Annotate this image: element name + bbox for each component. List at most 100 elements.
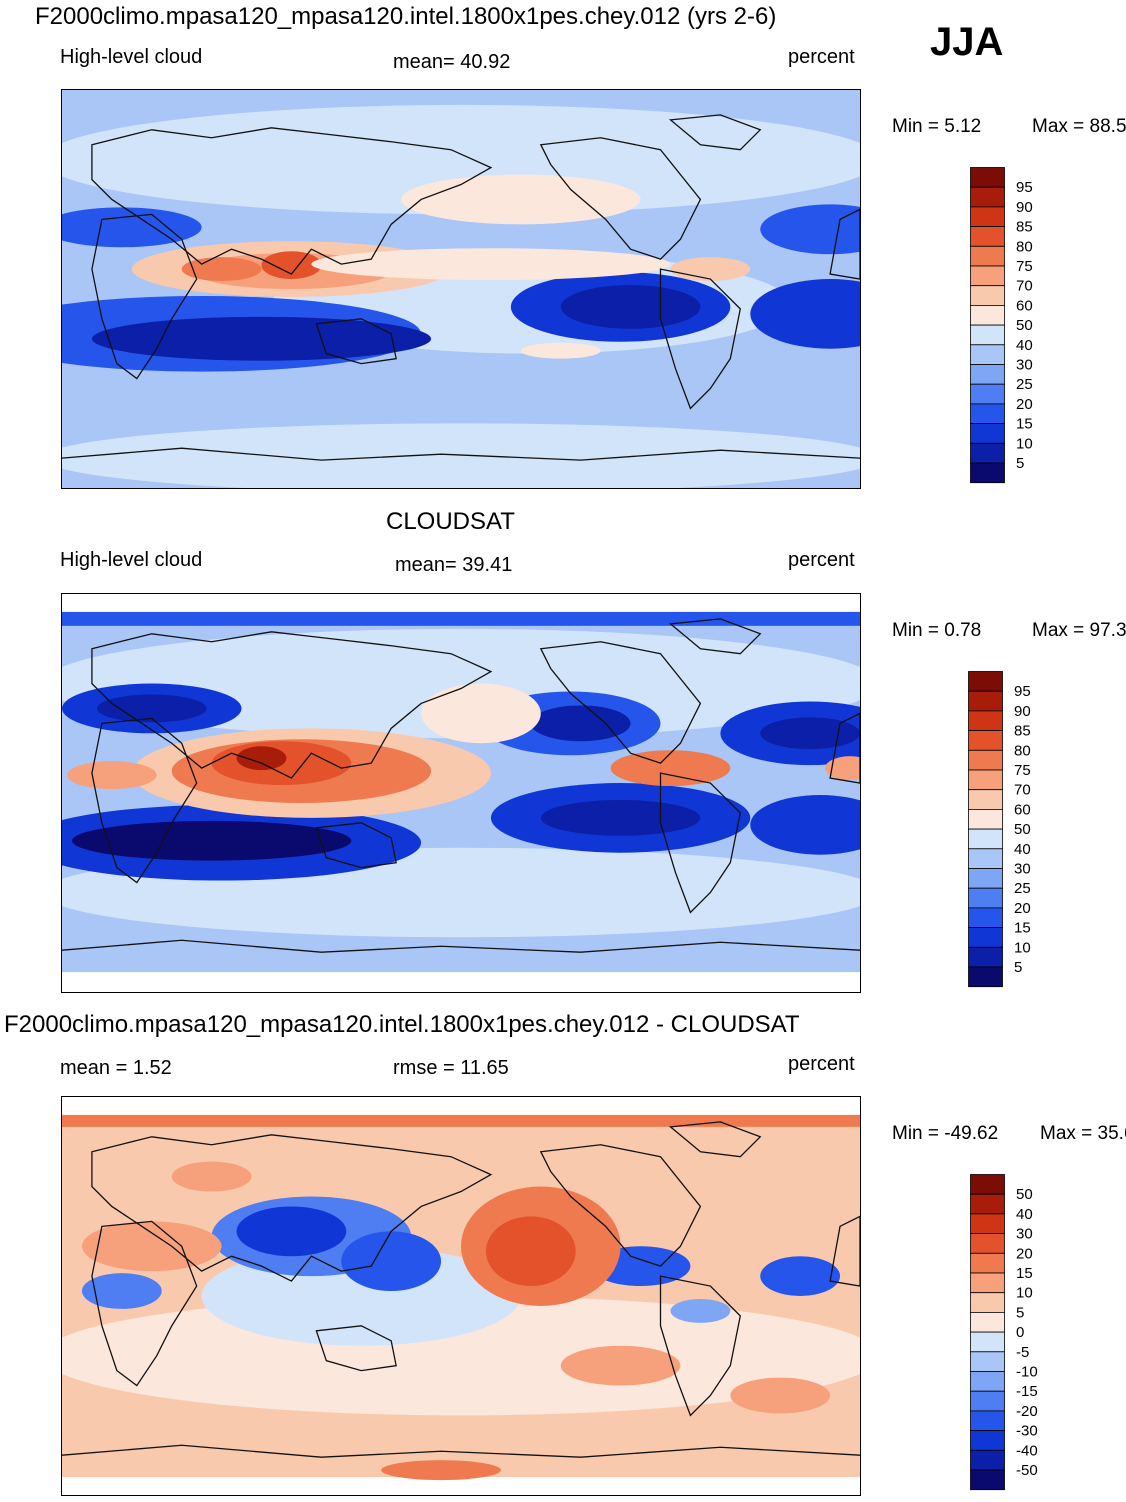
colorbar-tick-label: 10 — [1016, 1285, 1033, 1302]
colorbar-tick-label: 85 — [1014, 723, 1031, 740]
colorbar-tick-label: 5 — [1014, 959, 1022, 976]
season-label: JJA — [930, 20, 1004, 64]
colorbar-tick-label: 70 — [1014, 782, 1031, 799]
panel2-map — [61, 593, 861, 993]
colorbar-box — [970, 1292, 1005, 1313]
panel2-mean-label: mean= 39.41 — [395, 554, 513, 576]
panel1-max-text: Max = 88.56 — [1032, 116, 1126, 137]
colorbar-box — [968, 927, 1003, 948]
colorbar-tick-label: 25 — [1014, 880, 1031, 897]
panel2-units-label: percent — [788, 549, 855, 571]
colorbar-tick-label: 70 — [1016, 278, 1033, 295]
colorbar-box — [970, 226, 1005, 247]
colorbar-tick-label: 10 — [1014, 939, 1031, 956]
colorbar-tick-label: 5 — [1016, 1304, 1024, 1321]
colorbar-tick-label: 90 — [1016, 199, 1033, 216]
panel1-units-label: percent — [788, 46, 855, 68]
colorbar-tick-label: 50 — [1016, 317, 1033, 334]
colorbar-box — [970, 206, 1005, 228]
panel2-min-text: Min = 0.78 — [892, 620, 982, 641]
colorbar-tick-label: -20 — [1016, 1403, 1038, 1420]
colorbar-box — [970, 364, 1005, 385]
panel1-colorbar-svg: 95 90 85 80 75 70 60 50 40 30 25 20 15 10 5 — [970, 167, 1033, 484]
colorbar-tick-label: 40 — [1016, 337, 1033, 354]
colorbar-box — [970, 1390, 1005, 1412]
colorbar-box — [968, 710, 1003, 732]
panel2-colorbar-svg: 95 90 85 80 75 70 60 50 40 30 25 20 15 10 5 — [968, 671, 1031, 988]
colorbar-box — [970, 462, 1005, 484]
colorbar-tick-label: 85 — [1016, 219, 1033, 236]
colorbar-box — [968, 966, 1003, 988]
colorbar-tick-label: 40 — [1016, 1206, 1033, 1223]
panel3-colorbar: 50 40 30 20 15 10 5 0 -5 -10 -15 -20 -30 -40 -50 — [970, 1174, 1050, 1492]
panel3-rmse-label: rmse = 11.65 — [393, 1057, 509, 1079]
panel2-colorbar: 95 90 85 80 75 70 60 50 40 30 25 20 15 10 5 — [968, 671, 1048, 989]
colorbar-box — [970, 167, 1005, 188]
colorbar-box — [968, 789, 1003, 810]
colorbar-tick-label: 30 — [1014, 861, 1031, 878]
colorbar-tick-label: 20 — [1014, 900, 1031, 917]
colorbar-tick-label: -5 — [1016, 1344, 1029, 1361]
colorbar-tick-label: 15 — [1014, 920, 1031, 937]
colorbar-box — [970, 1233, 1005, 1254]
colorbar-tick-label: -10 — [1016, 1364, 1038, 1381]
colorbar-tick-label: 0 — [1016, 1324, 1024, 1341]
colorbar-box — [970, 245, 1005, 267]
colorbar-tick-label: 15 — [1016, 1265, 1033, 1282]
colorbar-box — [968, 907, 1003, 928]
panel2-variable-label: High-level cloud — [60, 549, 203, 571]
panel3-max-text: Max = 35.66 — [1040, 1123, 1126, 1144]
colorbar-box — [970, 1252, 1005, 1274]
colorbar-box — [968, 769, 1003, 791]
panel1-colorbar: 95 90 85 80 75 70 60 50 40 30 25 20 15 10 5 — [970, 167, 1050, 485]
colorbar-box — [970, 1449, 1005, 1471]
colorbar-box — [970, 265, 1005, 287]
colorbar-box — [970, 1213, 1005, 1235]
panel1-variable-label: High-level cloud — [60, 46, 203, 68]
colorbar-tick-label: 40 — [1014, 841, 1031, 858]
colorbar-tick-label: 75 — [1014, 762, 1031, 779]
colorbar-box — [970, 1469, 1005, 1491]
panel1-min-text: Min = 5.12 — [892, 116, 982, 137]
colorbar-box — [968, 848, 1003, 869]
colorbar-tick-label: 50 — [1016, 1186, 1033, 1203]
colorbar-box — [970, 285, 1005, 306]
colorbar-box — [968, 868, 1003, 889]
colorbar-box — [970, 442, 1005, 464]
colorbar-box — [968, 730, 1003, 751]
colorbar-box — [970, 1174, 1005, 1195]
colorbar-tick-label: 75 — [1016, 258, 1033, 275]
colorbar-box — [970, 1430, 1005, 1451]
colorbar-box — [968, 946, 1003, 968]
colorbar-tick-label: -50 — [1016, 1462, 1038, 1479]
colorbar-box — [968, 887, 1003, 909]
colorbar-tick-label: 30 — [1016, 1226, 1033, 1243]
panel1-map — [61, 89, 861, 489]
colorbar-tick-label: 60 — [1014, 801, 1031, 818]
colorbar-tick-label: 50 — [1014, 821, 1031, 838]
colorbar-box — [968, 749, 1003, 771]
panel1-map-svg — [62, 90, 860, 488]
colorbar-tick-label: 80 — [1016, 238, 1033, 255]
colorbar-box — [970, 304, 1005, 326]
colorbar-box — [970, 1410, 1005, 1431]
colorbar-box — [968, 690, 1003, 712]
panel3-units-label: percent — [788, 1053, 855, 1075]
panel3-mean-label: mean = 1.52 — [60, 1057, 172, 1079]
panel3-title: F2000climo.mpasa120_mpasa120.intel.1800x… — [4, 1011, 800, 1038]
colorbar-tick-label: 80 — [1014, 742, 1031, 759]
colorbar-box — [970, 186, 1005, 208]
colorbar-tick-label: 95 — [1016, 179, 1033, 196]
colorbar-tick-label: 10 — [1016, 435, 1033, 452]
colorbar-tick-label: 90 — [1014, 703, 1031, 720]
colorbar-box — [970, 403, 1005, 424]
colorbar-tick-label: 25 — [1016, 376, 1033, 393]
colorbar-box — [970, 1193, 1005, 1215]
colorbar-tick-label: 30 — [1016, 357, 1033, 374]
colorbar-box — [968, 828, 1003, 850]
panel2-max-text: Max = 97.31 — [1032, 620, 1126, 641]
panel1-mean-label: mean= 40.92 — [393, 51, 511, 73]
panel2-title: CLOUDSAT — [386, 508, 515, 535]
colorbar-tick-label: 60 — [1016, 297, 1033, 314]
